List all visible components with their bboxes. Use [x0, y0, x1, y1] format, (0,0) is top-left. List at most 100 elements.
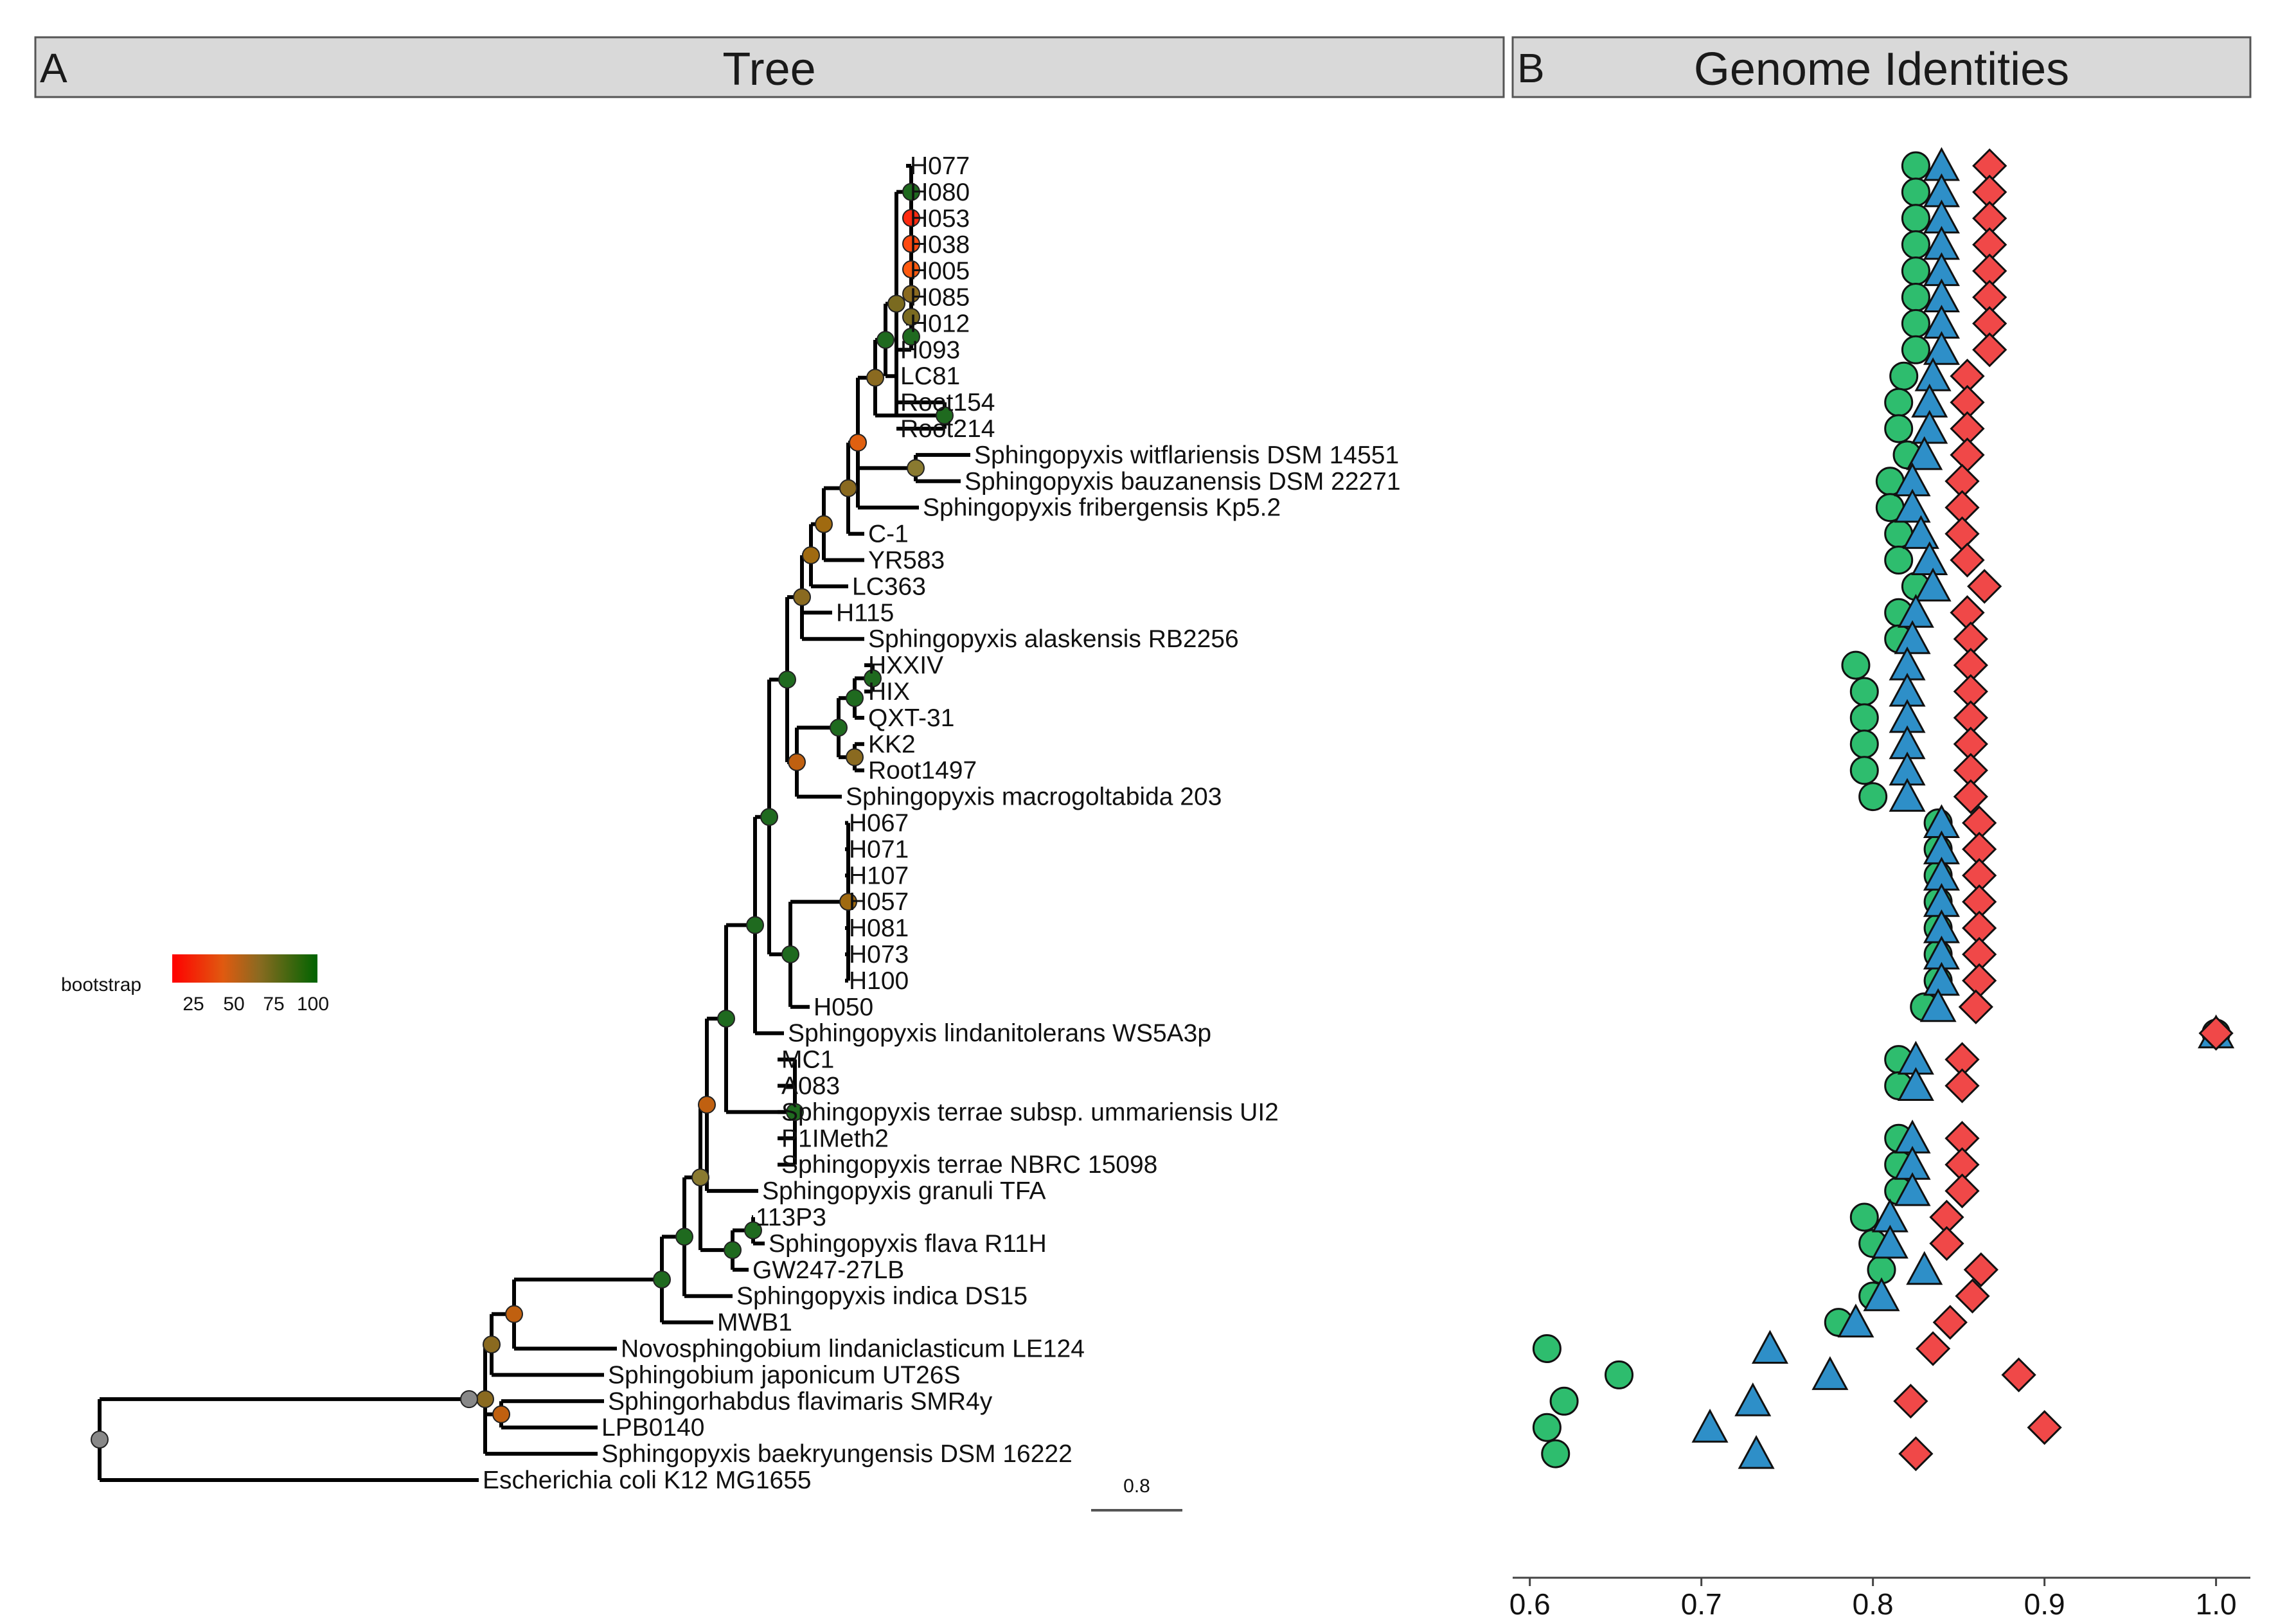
tip-label: H100 [849, 967, 909, 995]
tip-label: H115 [836, 599, 894, 627]
diamond-marker [1944, 516, 1980, 551]
tip-label: H038 [910, 231, 970, 259]
tip-label: H067 [849, 810, 909, 837]
bootstrap-node [846, 689, 864, 708]
bootstrap-node [675, 1227, 693, 1246]
tip-label: Root214 [900, 415, 995, 443]
tip-label: H085 [910, 284, 970, 312]
circle-marker [1549, 1386, 1579, 1416]
tip-label: H050 [814, 994, 873, 1021]
legend-title: bootstrap [61, 974, 141, 995]
tip-label: YR583 [868, 547, 945, 575]
scale-bar-label: 0.8 [1123, 1476, 1150, 1497]
bootstrap-node [802, 546, 820, 564]
bootstrap-node [788, 753, 806, 771]
bootstrap-node [691, 1168, 709, 1187]
tip-label: H093 [900, 336, 960, 364]
tip-label: HIX [868, 678, 910, 706]
panel-b-letter: B [1517, 45, 1545, 91]
tree-nodes [91, 183, 954, 1449]
tip-label: HXXIV [868, 652, 943, 679]
x-tick-label: 0.6 [1509, 1587, 1551, 1621]
tip-label: H071 [849, 835, 909, 863]
bootstrap-node [476, 1390, 494, 1409]
circle-marker [1901, 151, 1930, 181]
legend-tick-100: 100 [297, 994, 329, 1015]
bootstrap-node [839, 893, 857, 911]
diamond-marker [1967, 569, 2002, 604]
diamond-marker [1950, 437, 1985, 473]
bootstrap-node [483, 1335, 501, 1354]
circle-marker [1901, 230, 1930, 260]
triangle-marker [1902, 515, 1939, 549]
circle-marker [1849, 1202, 1879, 1232]
tip-label: P1IMeth2 [781, 1125, 889, 1152]
circle-marker [1605, 1360, 1634, 1389]
bootstrap-node [902, 183, 920, 201]
tip-label: MC1 [781, 1046, 834, 1074]
diamond-marker [2001, 1357, 2036, 1393]
circle-marker [1901, 335, 1930, 364]
triangle-marker [1911, 409, 1948, 444]
tip-label: Sphingopyxis fribergensis Kp5.2 [923, 494, 1281, 522]
tip-label: H012 [910, 310, 970, 337]
tip-label: GW247-27LB [752, 1256, 904, 1284]
x-tick-label: 1.0 [2196, 1587, 2237, 1621]
tip-label: H005 [910, 258, 970, 285]
diamond-marker [1953, 779, 1988, 814]
scale-bar: 0.8 [1091, 1476, 1182, 1512]
triangle-marker [1894, 1172, 1931, 1206]
tip-label: H077 [910, 152, 970, 180]
bootstrap-node [866, 368, 884, 387]
triangle-marker [1738, 1434, 1775, 1469]
tip-label: A083 [781, 1073, 840, 1100]
tip-label: Sphingorhabdus flavimaris SMR4y [608, 1388, 993, 1415]
triangle-marker [1894, 488, 1931, 523]
bootstrap-node [907, 459, 925, 477]
legend-tick-25: 25 [182, 994, 204, 1015]
bootstrap-node [760, 808, 778, 826]
bootstrap-node [744, 1221, 762, 1240]
circle-marker [1889, 361, 1919, 391]
legend-colorbar [172, 954, 317, 983]
bootstrap-node [815, 515, 833, 533]
tip-label: Sphingopyxis macrogoltabida 203 [846, 783, 1222, 811]
tip-label: Sphingopyxis flava R11H [769, 1230, 1047, 1258]
diamond-marker [1932, 1305, 1968, 1340]
tip-label: Sphingopyxis terrae subsp. ummariensis U… [781, 1098, 1279, 1126]
bootstrap-node [902, 327, 920, 346]
bootstrap-node [902, 285, 920, 303]
bootstrap-node [505, 1305, 523, 1323]
tip-label: Sphingobium japonicum UT26S [608, 1361, 960, 1389]
tip-label: KK2 [868, 731, 916, 758]
circle-marker [1532, 1413, 1562, 1442]
triangle-marker [1889, 778, 1926, 812]
tip-label: Sphingopyxis lindanitolerans WS5A3p [788, 1020, 1211, 1048]
circle-marker [1901, 283, 1930, 312]
diamond-marker [1955, 1278, 1990, 1314]
tip-label: QXT-31 [868, 704, 954, 732]
x-tick-label: 0.8 [1853, 1587, 1894, 1621]
diamond-marker [1958, 989, 1993, 1024]
tip-label: H080 [910, 179, 970, 206]
bootstrap-node [717, 1009, 735, 1028]
panel-b-title: Genome Identities [1694, 44, 2069, 95]
bootstrap-node [698, 1096, 716, 1114]
diamond-marker [2027, 1410, 2062, 1445]
triangle-marker [1914, 567, 1952, 602]
triangle-marker [1863, 1277, 1900, 1312]
bootstrap-node [902, 308, 920, 326]
circle-marker [1849, 756, 1879, 785]
x-tick-label: 0.9 [2024, 1587, 2065, 1621]
panel-a-header: A Tree [34, 36, 1505, 98]
tip-label: Sphingopyxis alaskensis RB2256 [868, 625, 1239, 653]
bootstrap-node [91, 1431, 109, 1449]
bootstrap-node [492, 1405, 510, 1423]
panel-a-letter: A [40, 45, 67, 91]
diamond-marker [1962, 963, 1997, 999]
bootstrap-node [902, 260, 920, 279]
tip-label: Escherichia coli K12 MG1655 [483, 1467, 812, 1494]
diamond-marker [1963, 1252, 1998, 1287]
